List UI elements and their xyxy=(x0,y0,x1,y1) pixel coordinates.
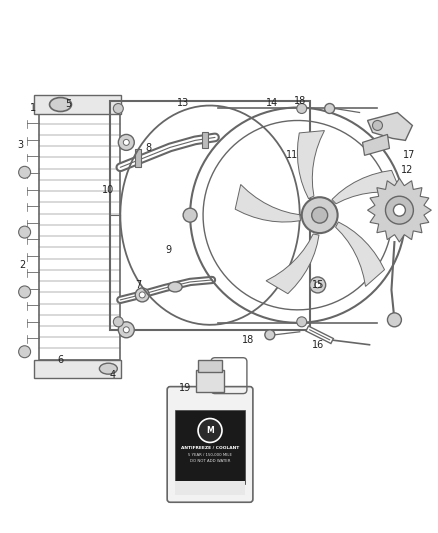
Bar xyxy=(198,360,222,372)
Text: 17: 17 xyxy=(403,150,416,160)
Circle shape xyxy=(19,226,31,238)
Text: 3: 3 xyxy=(18,140,24,150)
Polygon shape xyxy=(367,112,413,140)
Bar xyxy=(175,481,245,495)
Text: 1: 1 xyxy=(29,102,35,112)
Text: 2: 2 xyxy=(20,260,26,270)
Bar xyxy=(34,360,121,378)
Text: 18: 18 xyxy=(293,95,306,106)
Bar xyxy=(196,370,224,392)
Circle shape xyxy=(118,134,134,150)
Ellipse shape xyxy=(99,363,117,374)
Bar xyxy=(135,149,141,167)
Text: DO NOT ADD WATER: DO NOT ADD WATER xyxy=(190,459,230,463)
Text: 19: 19 xyxy=(179,383,191,393)
Text: 11: 11 xyxy=(286,150,298,160)
Circle shape xyxy=(124,327,129,333)
Circle shape xyxy=(314,282,321,288)
Circle shape xyxy=(372,120,382,131)
Circle shape xyxy=(385,196,413,224)
Text: 13: 13 xyxy=(177,98,189,108)
Polygon shape xyxy=(332,171,402,204)
Circle shape xyxy=(399,208,413,222)
Circle shape xyxy=(393,204,406,216)
Text: 14: 14 xyxy=(266,98,278,108)
Text: 12: 12 xyxy=(401,165,413,175)
Text: 4: 4 xyxy=(109,370,115,379)
Circle shape xyxy=(124,140,129,146)
Text: M: M xyxy=(206,426,214,435)
Circle shape xyxy=(310,277,326,293)
Text: 10: 10 xyxy=(102,185,114,195)
Polygon shape xyxy=(266,234,319,294)
Circle shape xyxy=(388,313,401,327)
Circle shape xyxy=(139,292,145,298)
Polygon shape xyxy=(363,134,389,155)
Circle shape xyxy=(183,208,197,222)
Polygon shape xyxy=(297,131,325,199)
Circle shape xyxy=(325,103,335,114)
Circle shape xyxy=(198,418,222,442)
Circle shape xyxy=(113,317,124,327)
Text: 15: 15 xyxy=(311,280,324,290)
Text: 8: 8 xyxy=(145,143,151,154)
Polygon shape xyxy=(235,184,300,222)
Bar xyxy=(110,101,310,330)
Circle shape xyxy=(135,288,149,302)
Circle shape xyxy=(312,207,328,223)
Bar xyxy=(202,132,208,148)
Text: 18: 18 xyxy=(242,335,254,345)
Bar xyxy=(175,409,245,484)
Bar xyxy=(39,112,120,360)
Text: 7: 7 xyxy=(135,280,141,290)
Bar xyxy=(34,94,121,115)
Text: 9: 9 xyxy=(165,245,171,255)
Ellipse shape xyxy=(49,98,71,111)
Circle shape xyxy=(118,322,134,338)
Text: 5: 5 xyxy=(65,99,71,109)
Text: 6: 6 xyxy=(57,354,64,365)
Text: 5 YEAR / 150,000 MILE: 5 YEAR / 150,000 MILE xyxy=(188,454,232,457)
Circle shape xyxy=(19,346,31,358)
Text: 16: 16 xyxy=(311,340,324,350)
Polygon shape xyxy=(336,222,385,286)
FancyBboxPatch shape xyxy=(167,386,253,502)
Circle shape xyxy=(19,166,31,178)
Circle shape xyxy=(19,286,31,298)
Polygon shape xyxy=(367,178,431,242)
Circle shape xyxy=(113,103,124,114)
Ellipse shape xyxy=(168,282,182,292)
Circle shape xyxy=(297,317,307,327)
Circle shape xyxy=(265,330,275,340)
Text: ANTIFREEZE / COOLANT: ANTIFREEZE / COOLANT xyxy=(181,447,239,450)
Circle shape xyxy=(297,103,307,114)
Circle shape xyxy=(302,197,338,233)
